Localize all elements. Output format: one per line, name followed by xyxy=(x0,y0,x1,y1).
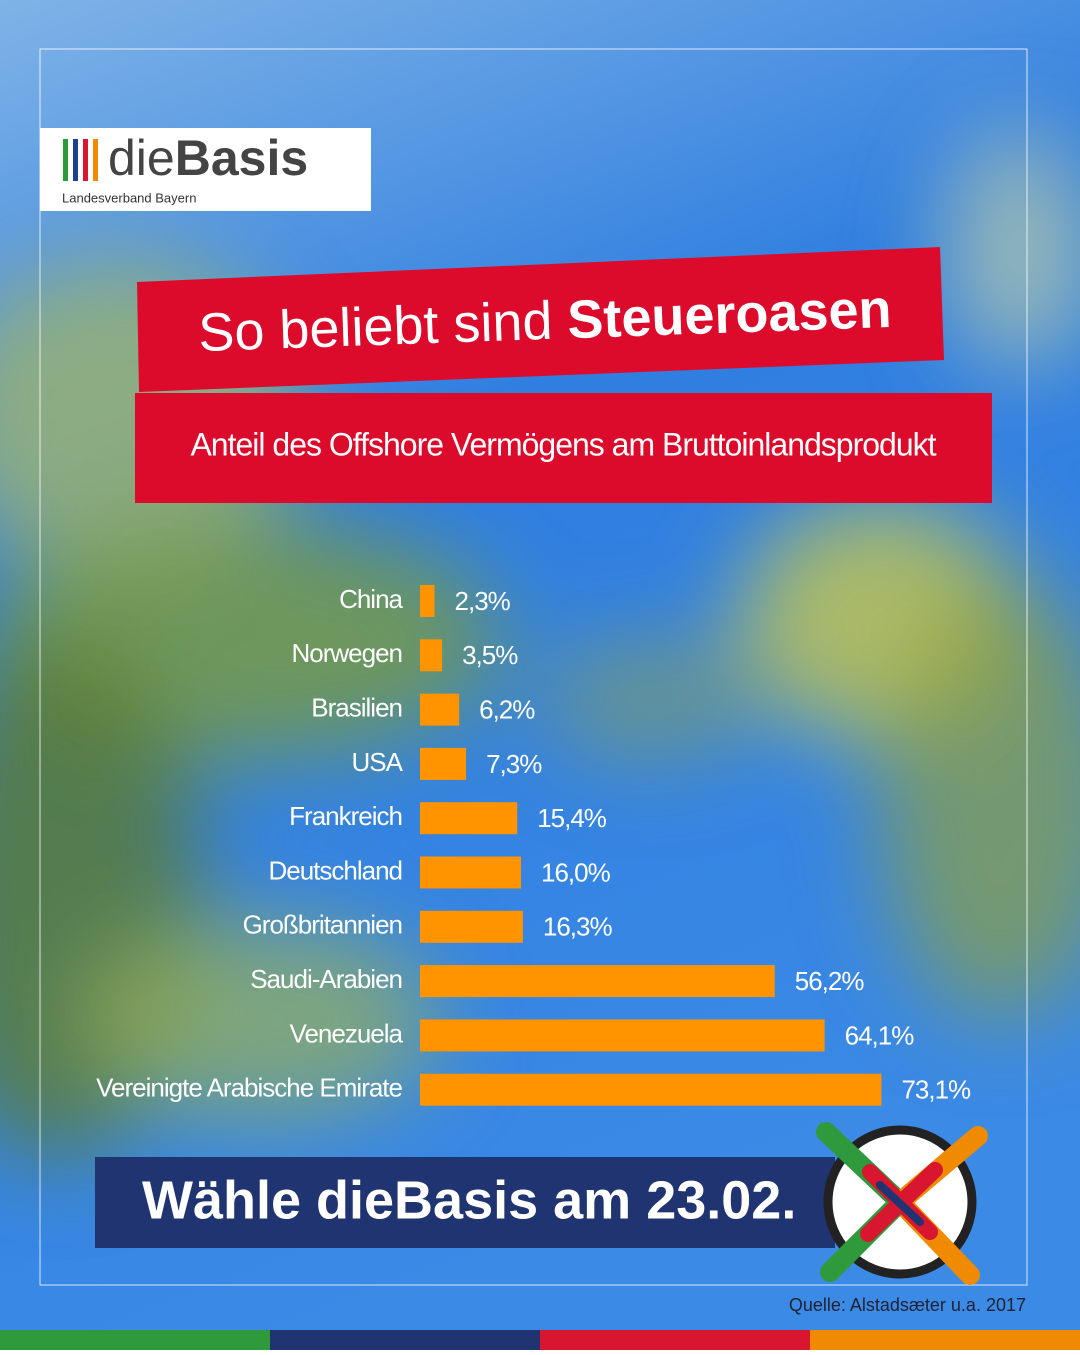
headline: So beliebt sind Steueroasen xyxy=(197,279,892,363)
logo-name: dieBasis xyxy=(108,130,308,186)
cta-banner xyxy=(95,1157,835,1248)
category-label: Venezuela xyxy=(290,1018,404,1048)
logo-bold: Basis xyxy=(175,130,308,186)
bar-chart: China 2,3% Norwegen 3,5% Brasilien 6,2% USA 7,3… xyxy=(96,584,972,1106)
bar xyxy=(420,747,467,780)
bar xyxy=(420,856,521,889)
cta: Wähle dieBasis am 23.02. xyxy=(142,1170,796,1230)
bottom-stripe xyxy=(810,1330,1080,1350)
value-label: 64,1% xyxy=(845,1020,915,1050)
bar xyxy=(420,639,443,672)
bottom-stripe xyxy=(540,1330,810,1350)
bar xyxy=(420,1019,825,1052)
bar xyxy=(420,1073,882,1106)
category-label: USA xyxy=(352,747,404,777)
value-label: 73,1% xyxy=(901,1075,971,1105)
bar xyxy=(420,910,523,943)
value-label: 6,2% xyxy=(479,694,535,724)
category-label: Saudi-Arabien xyxy=(250,964,402,994)
value-label: 15,4% xyxy=(537,803,607,833)
category-label: Frankreich xyxy=(289,801,402,831)
value-label: 56,2% xyxy=(795,966,865,996)
logo-stripe xyxy=(73,139,78,181)
bottom-stripe xyxy=(270,1330,540,1350)
chart-subtitle: Anteil des Offshore Vermögens am Bruttoi… xyxy=(190,426,936,462)
ballot-icon xyxy=(816,1122,988,1285)
logo-light: die xyxy=(108,130,175,186)
subtitle-banner xyxy=(135,393,992,503)
value-label: 2,3% xyxy=(455,586,511,616)
frame xyxy=(39,48,1028,1286)
value-label: 3,5% xyxy=(462,640,518,670)
bar xyxy=(420,585,435,617)
bottom-stripe xyxy=(0,1330,270,1350)
logo-sub: Landesverband Bayern xyxy=(62,190,196,205)
logo-stripe xyxy=(63,139,68,181)
headline-bold: Steueroasen xyxy=(566,279,892,350)
category-label: China xyxy=(339,584,403,614)
category-label: Brasilien xyxy=(311,692,402,722)
bar xyxy=(420,965,775,998)
headline-banner xyxy=(137,247,944,392)
bar xyxy=(420,802,518,835)
headline-light: So beliebt sind xyxy=(197,290,568,363)
logo-stripe xyxy=(93,139,98,181)
category-label: Deutschland xyxy=(268,855,402,885)
category-label: Großbritannien xyxy=(243,910,402,940)
value-label: 16,3% xyxy=(543,912,613,942)
value-label: 16,0% xyxy=(541,857,611,887)
category-label: Norwegen xyxy=(291,638,402,668)
bar xyxy=(420,693,460,726)
logo-stripe xyxy=(83,139,88,181)
source: Quelle: Alstadsæter u.a. 2017 xyxy=(789,1295,1026,1315)
category-label: Vereinigte Arabische Emirate xyxy=(96,1073,402,1103)
value-label: 7,3% xyxy=(486,749,542,779)
